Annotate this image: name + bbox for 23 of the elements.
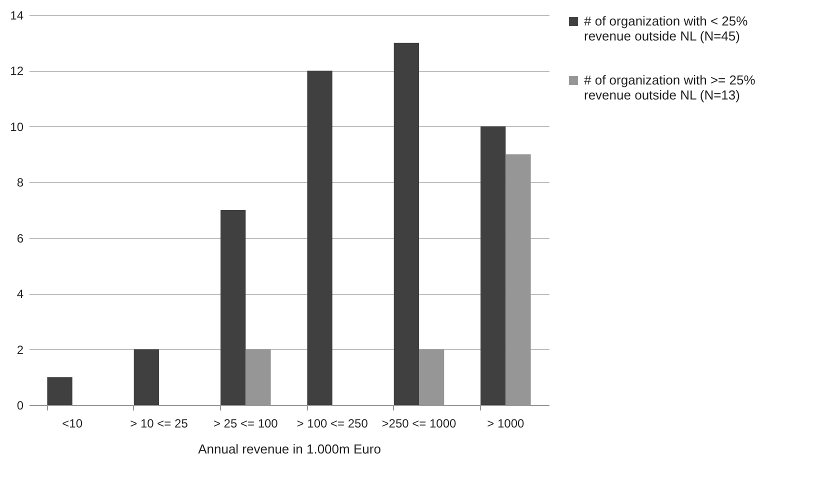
- y-tick-label: 12: [10, 64, 24, 78]
- bar: [134, 349, 159, 405]
- y-tick-label: 8: [16, 176, 24, 190]
- bar: [220, 210, 246, 405]
- y-tick-label: 0: [16, 398, 24, 412]
- y-tick-label: 10: [10, 120, 24, 134]
- x-tick-label: >250 <= 1000: [382, 416, 457, 430]
- legend-label: # of organization with < 25% revenue outside NL (N=45): [584, 14, 748, 44]
- x-tick-label: > 25 <= 100: [213, 416, 278, 430]
- x-tick-label: > 1000: [487, 416, 525, 430]
- bar: [47, 377, 72, 405]
- bar: [394, 42, 419, 405]
- x-tick-label: <10: [62, 416, 83, 430]
- legend-label: # of organization with >= 25% revenue outside NL (N=13): [584, 72, 756, 102]
- x-tick-label: > 10 <= 25: [130, 416, 188, 430]
- bar: [307, 70, 332, 405]
- y-tick-label: 2: [16, 342, 24, 357]
- x-tick-label: > 100 <= 250: [296, 416, 368, 430]
- y-tick-label: 6: [16, 231, 24, 246]
- y-tick-label: 14: [10, 8, 24, 22]
- bar: [480, 126, 506, 405]
- y-tick-label: 4: [16, 287, 24, 302]
- x-axis-title: Annual revenue in 1.000m Euro: [198, 442, 381, 456]
